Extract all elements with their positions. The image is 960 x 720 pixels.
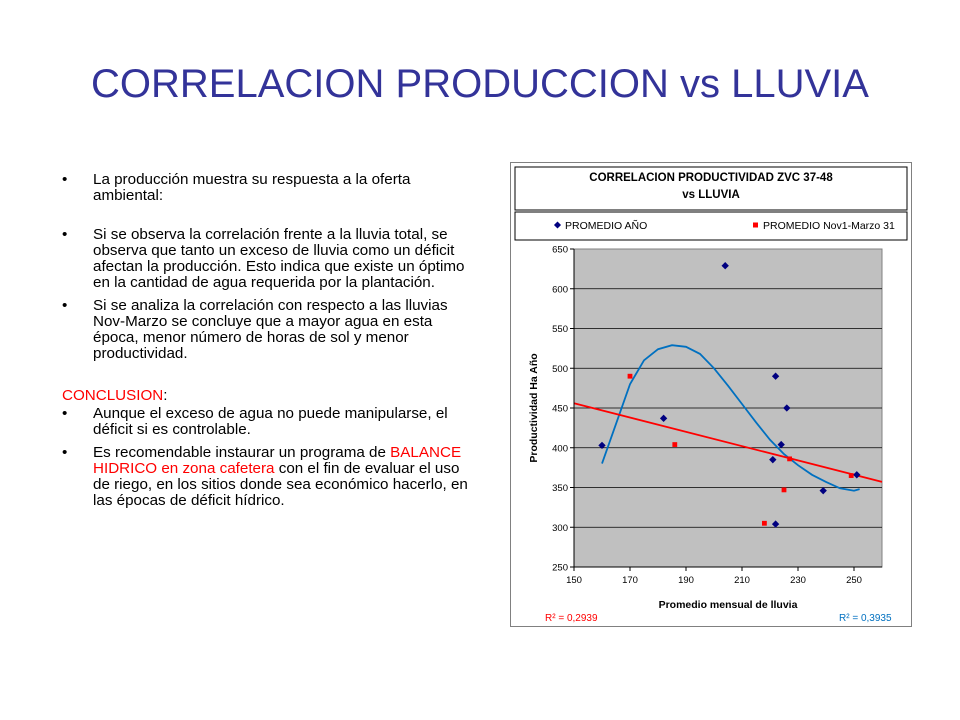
y-tick-label: 300 xyxy=(552,523,568,534)
bullet-text-post: con el fin de evaluar el uso de riego, e… xyxy=(93,460,468,509)
data-point-promedio-ano xyxy=(659,414,668,423)
data-point-promedio-nov-marzo xyxy=(762,520,767,526)
tick-layer: 250 300 350 400 450 500 550 600 650 150 170 190 210 2… xyxy=(552,245,882,586)
data-point-promedio-ano xyxy=(771,520,780,528)
x-axis-label: Promedio mensual de lluvia xyxy=(659,599,798,611)
bullet-dot: • xyxy=(62,444,68,461)
data-point-promedio-nov-marzo xyxy=(848,473,854,478)
bullet-text: Si se observa la correlación frente a la… xyxy=(93,226,465,291)
data-point-promedio-nov-marzo xyxy=(672,442,678,447)
legend-label-promedio-ano: PROMEDIO AÑO xyxy=(565,219,647,232)
y-tick-label: 600 xyxy=(552,284,568,295)
data-point-promedio-nov-marzo xyxy=(781,487,787,493)
bullet-text: Es recomendable instaurar un programa de… xyxy=(93,444,468,509)
balance-hidrico-highlight: BALANCE HIDRICO en zona cafetera xyxy=(93,444,462,477)
x-tick-label: 150 xyxy=(566,575,582,586)
r2-label-linear: R² = 0,2939 xyxy=(545,613,598,624)
bullet-item: • Si se observa la correlación frente a … xyxy=(62,227,480,291)
conclusion-heading: CONCLUSION: xyxy=(62,388,480,404)
chart-title: CORRELACION PRODUCTIVIDAD ZVC 37-48 xyxy=(589,172,833,184)
data-point-promedio-ano xyxy=(853,471,861,479)
slide-title: CORRELACION PRODUCCION vs LLUVIA xyxy=(91,62,869,106)
bullet-text: Si se analiza la correlación con respect… xyxy=(93,297,448,362)
bullet-dot: • xyxy=(62,226,68,243)
x-tick-label: 230 xyxy=(790,575,806,586)
x-tick-label: 170 xyxy=(622,575,638,586)
y-tick-label: 250 xyxy=(552,563,568,574)
bullet-item: • Aunque el exceso de agua no puede mani… xyxy=(62,406,480,438)
bullet-dot: • xyxy=(62,405,68,422)
bullet-item: • La producción muestra su respuesta a l… xyxy=(62,172,480,204)
r2-label-polynomial: R² = 0,3935 xyxy=(839,613,892,624)
bullet-text: La producción muestra su respuesta a la … xyxy=(93,171,411,204)
data-point-promedio-ano xyxy=(783,404,791,412)
legend-box xyxy=(514,211,908,241)
y-tick-label: 350 xyxy=(552,483,568,494)
grid-layer xyxy=(574,288,882,528)
y-tick-label: 550 xyxy=(552,324,568,335)
legend-marker-promedio-nov-marzo xyxy=(753,222,758,228)
y-tick-label: 500 xyxy=(552,364,568,375)
legend-label-promedio-nov-marzo: PROMEDIO Nov1-Marzo 31 xyxy=(763,220,895,232)
chart-container: CORRELACION PRODUCTIVIDAD ZVC 37-48 vs L… xyxy=(510,162,912,627)
legend-marker-promedio-ano xyxy=(553,221,562,229)
bullet-dot: • xyxy=(62,297,68,314)
chart-subtitle: vs LLUVIA xyxy=(682,189,740,201)
chart-title-box xyxy=(514,166,908,211)
data-point-promedio-ano xyxy=(769,455,777,464)
slide-body: • La producción muestra su respuesta a l… xyxy=(62,172,480,509)
data-point-promedio-nov-marzo xyxy=(627,373,633,379)
x-tick-label: 190 xyxy=(678,575,694,586)
bullet-dot: • xyxy=(62,171,68,188)
x-tick-label: 210 xyxy=(734,575,750,586)
y-axis-label: Productividad Ha Año xyxy=(528,353,540,462)
bullet-item: • Es recomendable instaurar un programa … xyxy=(62,445,480,509)
polynomial-trendline xyxy=(601,344,860,492)
y-tick-label: 400 xyxy=(552,443,568,454)
linear-trendline xyxy=(573,402,883,483)
x-tick-label: 250 xyxy=(846,575,862,586)
bullet-item: • Si se analiza la correlación con respe… xyxy=(62,298,480,362)
trend-layer xyxy=(573,344,883,492)
bullet-text: Aunque el exceso de agua no puede manipu… xyxy=(93,405,448,438)
conclusion-colon: : xyxy=(163,387,168,404)
y-tick-label: 650 xyxy=(552,245,568,256)
data-point-promedio-nov-marzo xyxy=(787,456,792,462)
chart-svg: CORRELACION PRODUCTIVIDAD ZVC 37-48 vs L… xyxy=(514,166,908,624)
y-tick-label: 450 xyxy=(552,404,568,415)
conclusion-label: CONCLUSION xyxy=(62,387,164,404)
bullet-text-pre: Es recomendable instaurar un programa de xyxy=(93,444,391,461)
